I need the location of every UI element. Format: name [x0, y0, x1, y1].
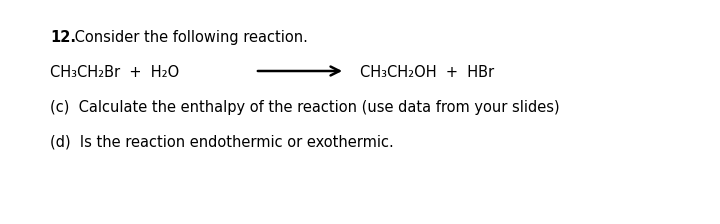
Text: (c)  Calculate the enthalpy of the reaction (use data from your slides): (c) Calculate the enthalpy of the reacti…: [50, 100, 559, 115]
Text: 12.: 12.: [50, 30, 76, 45]
Text: CH₃CH₂OH  +  HBr: CH₃CH₂OH + HBr: [360, 65, 494, 80]
Text: Consider the following reaction.: Consider the following reaction.: [70, 30, 308, 45]
Text: (d)  Is the reaction endothermic or exothermic.: (d) Is the reaction endothermic or exoth…: [50, 134, 394, 149]
Text: CH₃CH₂Br  +  H₂O: CH₃CH₂Br + H₂O: [50, 65, 179, 80]
